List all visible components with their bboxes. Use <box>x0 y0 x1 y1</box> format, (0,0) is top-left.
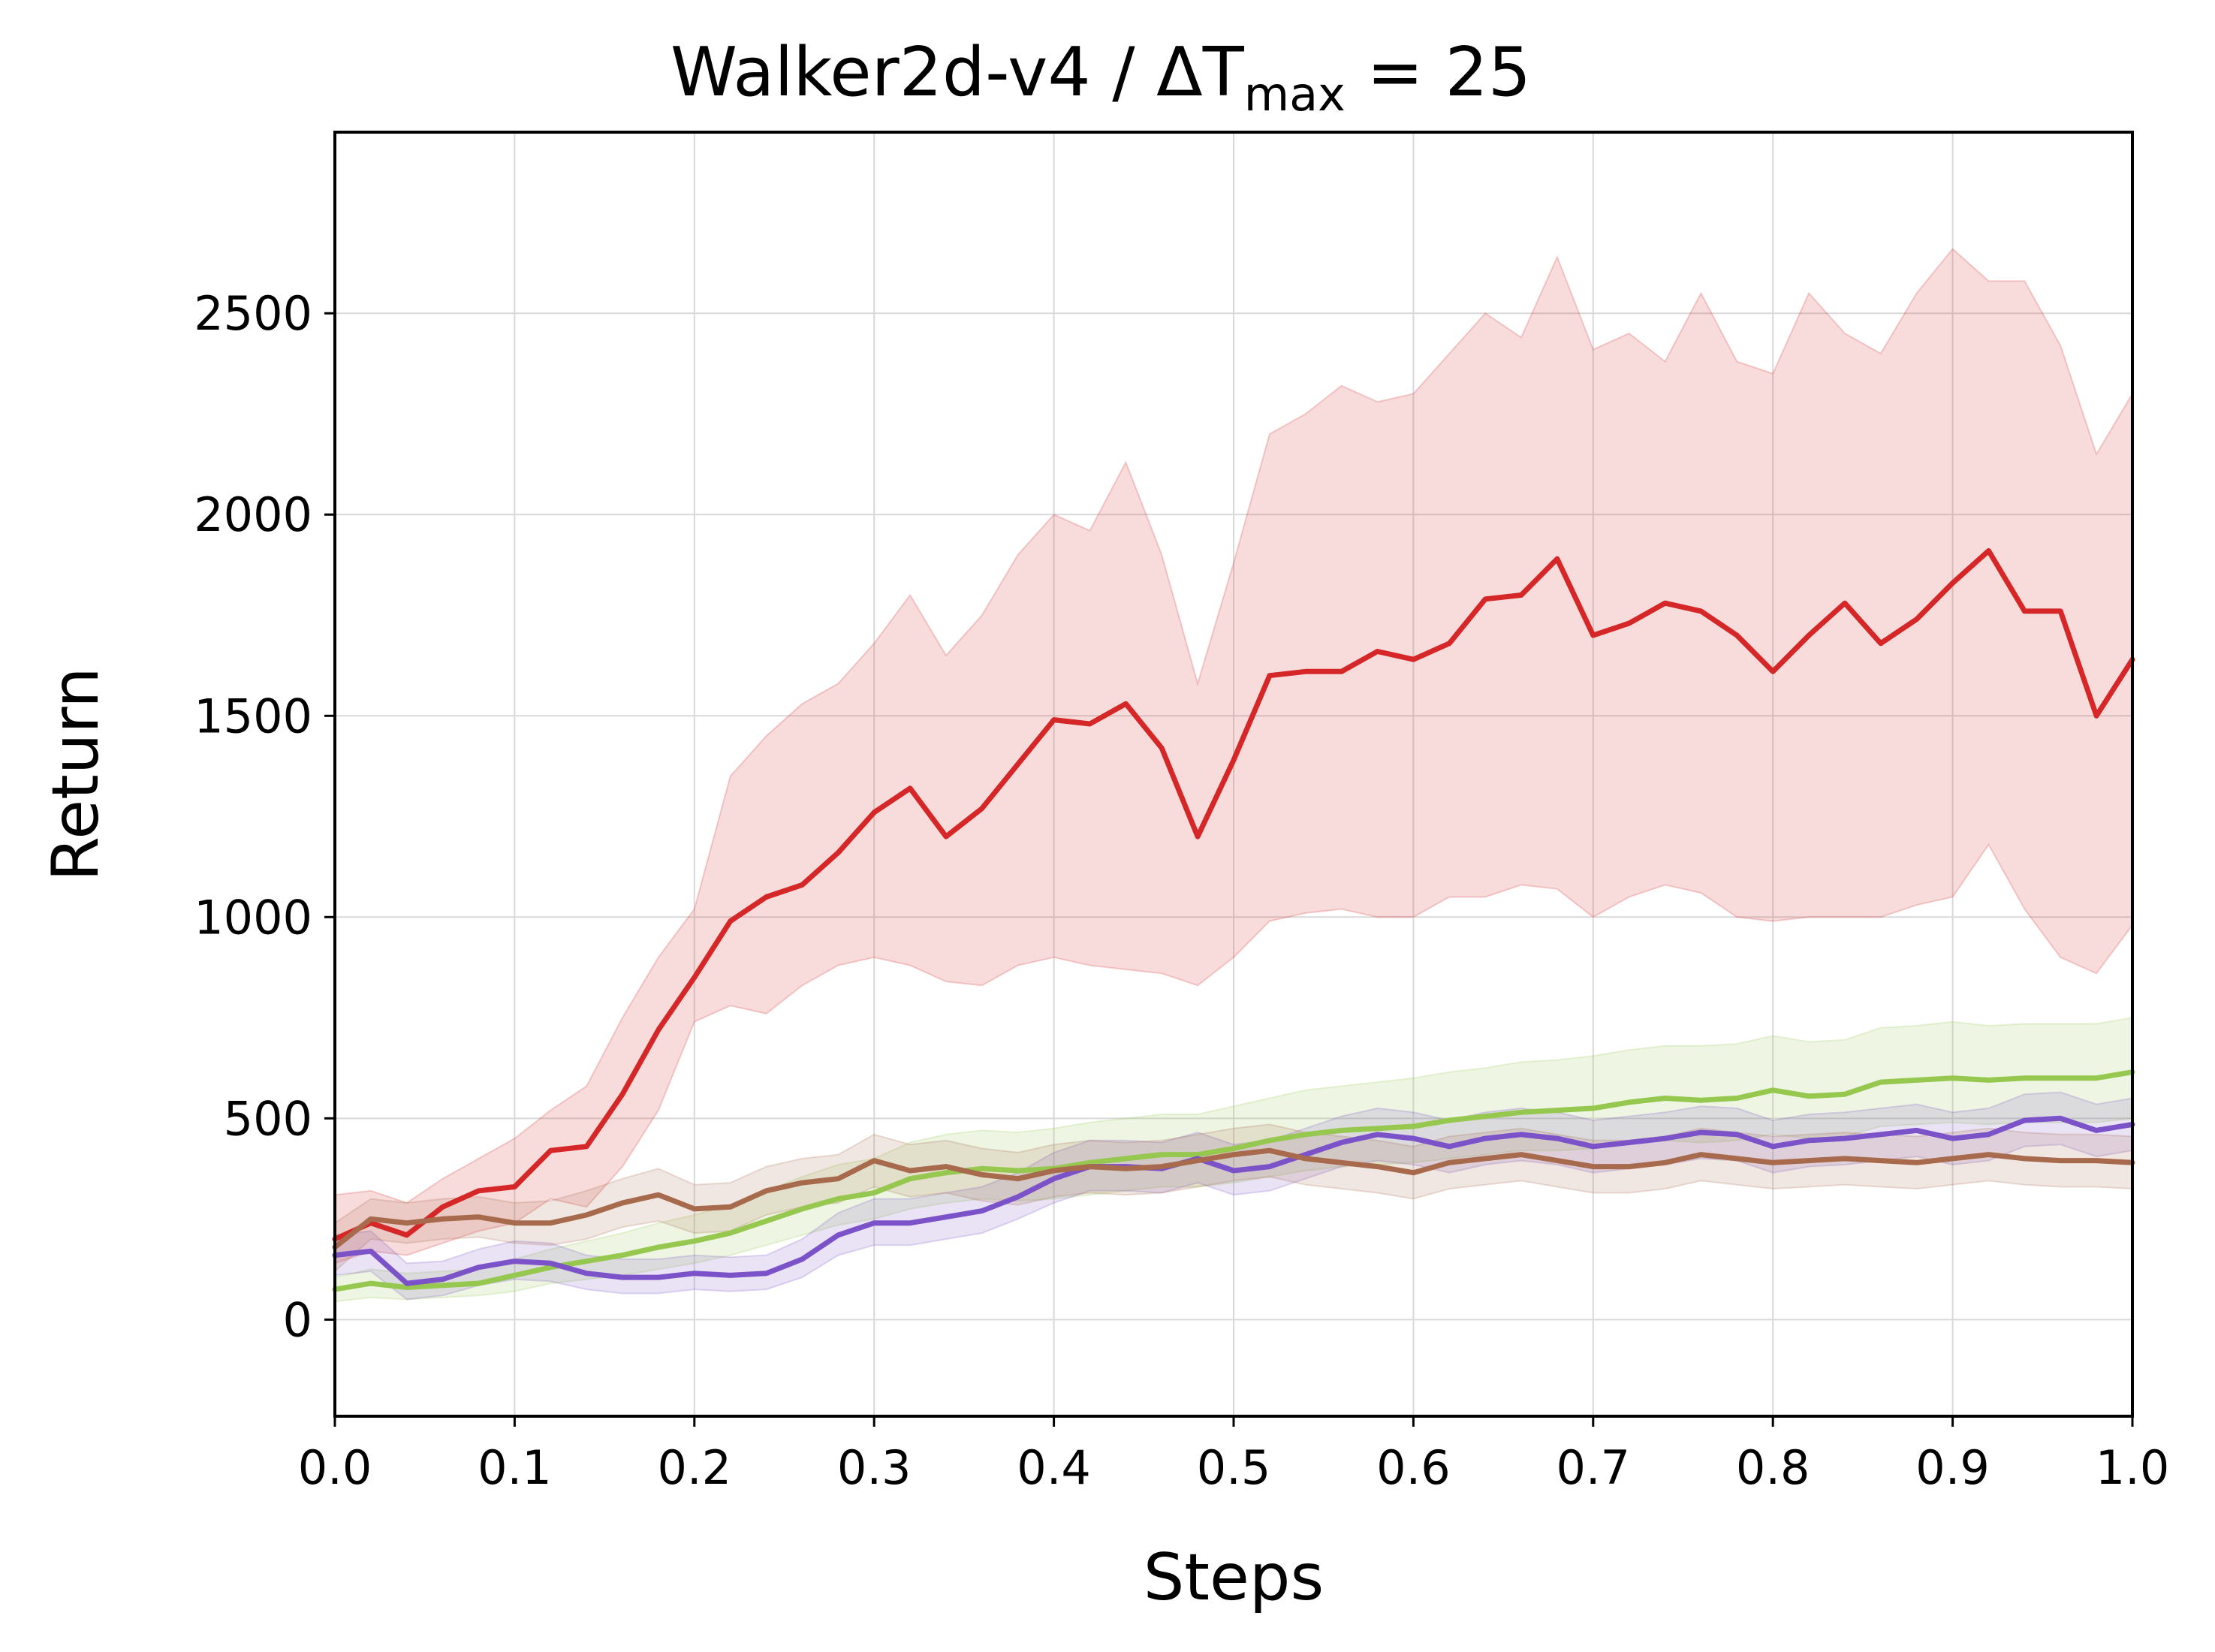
x-tick-label: 0.5 <box>1197 1440 1271 1495</box>
series-2-line <box>332 1069 2135 1292</box>
series-1-line <box>332 548 2135 1242</box>
chart-title: Walker2d-v4 / ΔTmax = 25 <box>671 33 1531 122</box>
x-tick-label: 0.8 <box>1736 1440 1810 1495</box>
y-tick-label: 0 <box>283 1292 312 1347</box>
y-axis-ticks: 0 500 1000 1500 2000 2500 <box>194 286 335 1347</box>
y-tick-label: 1000 <box>194 890 312 945</box>
chart-title-main: Walker2d-v4 / ΔT <box>671 33 1245 112</box>
x-tick-label: 0.7 <box>1556 1440 1630 1495</box>
chart-title-suffix: = 25 <box>1346 33 1531 112</box>
series-lines <box>332 548 2135 1292</box>
x-tick-label: 0.1 <box>478 1440 552 1495</box>
chart-title-subscript: max <box>1244 67 1346 122</box>
x-tick-label: 0.6 <box>1376 1440 1451 1495</box>
y-axis-label: Return <box>38 667 113 881</box>
series-4-line <box>332 1147 2135 1250</box>
x-tick-label: 0.9 <box>1915 1440 1990 1495</box>
x-tick-label: 0.0 <box>298 1440 372 1495</box>
y-tick-label: 1500 <box>194 689 312 743</box>
series-3-line <box>332 1115 2135 1286</box>
x-axis-ticks: 0.0 0.1 0.2 0.3 0.4 0.5 0.6 0.7 0.8 0.9 1.0 <box>298 1416 2170 1495</box>
x-tick-label: 0.4 <box>1017 1440 1091 1495</box>
x-tick-label: 0.2 <box>657 1440 731 1495</box>
x-tick-label: 0.3 <box>837 1440 912 1495</box>
x-axis-label: Steps <box>1144 1540 1324 1615</box>
y-tick-label: 500 <box>224 1091 312 1146</box>
x-tick-label: 1.0 <box>2096 1440 2170 1495</box>
y-tick-label: 2500 <box>194 286 312 341</box>
y-tick-label: 2000 <box>194 487 312 542</box>
